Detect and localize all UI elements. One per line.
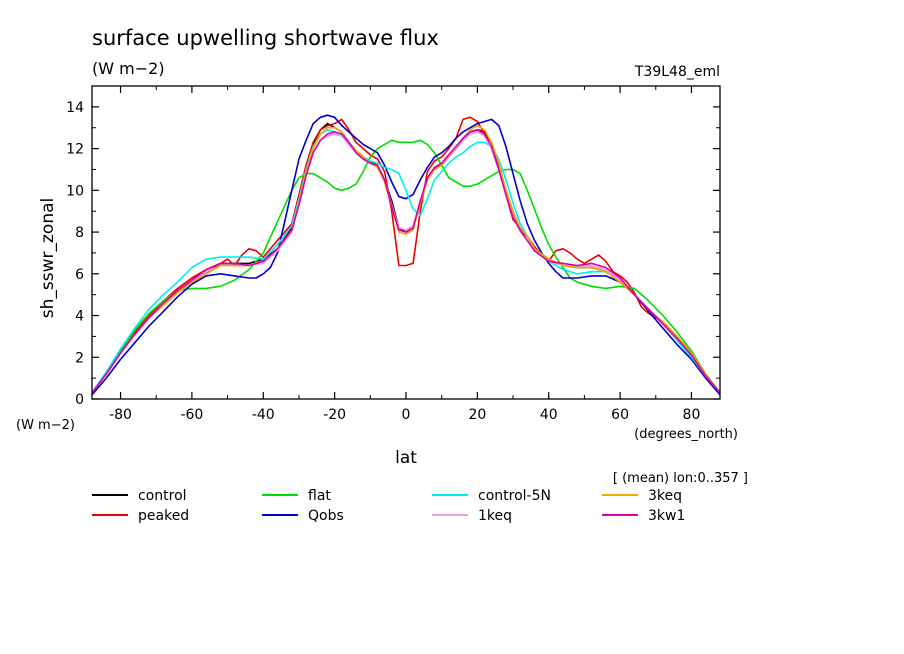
x-tick-label: -80 <box>109 407 132 423</box>
chart-subtitle: (W m−2) <box>92 59 165 78</box>
series-line-control-5N <box>91 129 721 394</box>
run-id-label: T39L48_eml <box>634 64 720 80</box>
x-tick-label: 0 <box>402 407 411 423</box>
y-tick-label: 0 <box>75 392 84 408</box>
series-lines <box>91 114 721 396</box>
y-tick-label: 6 <box>75 267 84 283</box>
series-line-3kw1 <box>91 129 721 394</box>
x-tick-label: 60 <box>611 407 629 423</box>
legend-label-peaked: peaked <box>138 508 189 524</box>
y-tick-label: 2 <box>75 350 84 366</box>
x-axis-title: lat <box>395 448 417 468</box>
y-tick-label: 12 <box>66 142 84 158</box>
x-tick-label: 20 <box>468 407 486 423</box>
chart-title: surface upwelling shortwave flux <box>92 26 439 50</box>
legend-label-control: control <box>138 488 187 504</box>
x-tick-label: -20 <box>323 407 346 423</box>
series-line-3keq <box>91 124 721 394</box>
legend-label-1keq: 1keq <box>478 508 512 524</box>
x-units-label: (degrees_north) <box>634 427 738 442</box>
series-line-control <box>91 122 721 394</box>
x-tick-label: -40 <box>252 407 275 423</box>
series-line-flat <box>91 139 721 394</box>
y-units-label: (W m−2) <box>16 418 75 433</box>
y-axis-title: sh_sswr_zonal <box>38 198 58 318</box>
y-tick-label: 8 <box>75 225 84 241</box>
legend-label-3keq: 3keq <box>648 488 682 504</box>
x-tick-label: 80 <box>683 407 701 423</box>
y-tick-label: 10 <box>66 183 84 199</box>
legend-label-flat: flat <box>308 488 331 504</box>
y-tick-label: 14 <box>66 100 84 116</box>
legend: control peaked flat Qobs control-5N 1keq 3keq 3… <box>92 488 685 524</box>
averaging-note: [ (mean) lon:0..357 ] <box>613 471 748 486</box>
y-tick-label: 4 <box>75 309 84 325</box>
legend-label-3kw1: 3kw1 <box>648 508 685 524</box>
series-line-1keq <box>91 131 721 394</box>
x-tick-label: -60 <box>180 407 203 423</box>
legend-label-Qobs: Qobs <box>308 508 344 524</box>
plot-frame <box>91 85 721 400</box>
y-axis: 0 2 4 6 8 10 12 14 <box>66 100 720 408</box>
plot-area: -80 -60 -40 -20 0 20 40 60 80 0 2 4 6 8 10 12 14 <box>66 85 721 423</box>
legend-label-control-5N: control-5N <box>478 488 551 504</box>
x-tick-label: 40 <box>540 407 558 423</box>
x-axis: -80 -60 -40 -20 0 20 40 60 80 <box>109 86 700 423</box>
series-line-peaked <box>91 116 721 394</box>
series-line-Qobs <box>91 114 721 396</box>
